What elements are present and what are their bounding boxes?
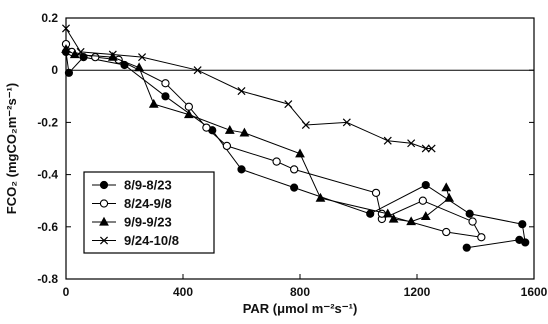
series-3-point <box>441 182 452 192</box>
y-tick-label: 0 <box>51 63 58 77</box>
series-1-point <box>64 68 74 77</box>
series-3-point <box>315 192 326 202</box>
legend-label-1: 8/9-8/23 <box>124 178 172 193</box>
series-1-point <box>366 209 375 218</box>
x-tick-label: 400 <box>173 285 193 299</box>
series-4-point <box>76 47 85 56</box>
series-1-point <box>515 235 524 244</box>
series-2-point <box>468 217 477 226</box>
series-3 <box>61 44 455 226</box>
y-tick-label: -0.2 <box>37 115 58 129</box>
legend-marker-1 <box>99 180 109 190</box>
series-3-point <box>61 44 71 53</box>
series-4-point <box>427 144 436 153</box>
series-2-point <box>289 165 299 174</box>
x-axis-label: PAR (μmol m⁻²s⁻¹) <box>243 301 358 316</box>
series-3-point <box>134 62 145 72</box>
series-3-point <box>382 208 393 218</box>
legend: 8/9-8/23 8/24-9/8 9/9-9/23 9/24-10/8 <box>83 171 215 254</box>
series-3-line <box>65 48 450 223</box>
series-2-point <box>222 141 232 151</box>
series-1-point <box>462 243 471 252</box>
series-3-point <box>406 216 417 226</box>
series-4-point <box>421 144 430 153</box>
x-tick-label: 0 <box>63 285 70 299</box>
series-3-point <box>183 109 194 119</box>
y-axis-label: FCO₂ (mgCO₂m⁻²s⁻¹) <box>4 83 19 214</box>
series-4-point <box>61 24 71 33</box>
y-tick-label: -0.4 <box>37 168 58 182</box>
series-2-point <box>371 188 381 198</box>
series-4 <box>61 24 436 153</box>
series-3-point <box>388 213 399 223</box>
series-2-point <box>91 53 100 62</box>
legend-marker-3 <box>99 216 109 226</box>
series-3-point <box>295 148 305 158</box>
series-layer <box>61 24 530 252</box>
legend-marker-2 <box>99 199 109 208</box>
series-4-point <box>301 120 310 130</box>
series-3-point <box>69 49 80 59</box>
series-3-point <box>420 211 431 220</box>
series-1-point <box>421 180 430 190</box>
x-tick-label: 1600 <box>521 285 548 299</box>
series-2-point <box>184 102 193 111</box>
series-3-point <box>239 127 250 137</box>
y-tick-label: -0.6 <box>37 220 58 234</box>
series-3-point <box>148 98 159 108</box>
series-4-point <box>108 50 117 59</box>
series-1-point <box>237 165 246 174</box>
series-4-point <box>407 139 416 148</box>
series-4-point <box>237 87 246 96</box>
legend-label-4: 9/24-10/8 <box>124 233 179 248</box>
series-4-line <box>65 28 432 149</box>
series-1-point <box>465 209 474 218</box>
series-1-point <box>290 183 299 192</box>
series-2-point <box>272 157 281 166</box>
series-4-point <box>383 136 392 145</box>
legend-marker-4 <box>99 236 109 245</box>
series-4-point <box>284 100 293 109</box>
series-2-point <box>202 123 211 132</box>
series-3-point <box>444 192 455 202</box>
series-2-point <box>418 196 427 205</box>
series-1-point <box>161 92 170 101</box>
y-tick-label: 0.2 <box>41 11 58 25</box>
legend-label-2: 8/24-9/8 <box>124 196 172 211</box>
legend-label-3: 9/9-9/23 <box>124 215 172 230</box>
series-4-point <box>342 118 351 127</box>
labels-layer: 0.2 0 -0.2 -0.4 -0.6 -0.8 0 400 800 1200 1600 PAR (… <box>4 11 548 316</box>
series-2-point <box>442 227 451 237</box>
series-3-point <box>224 125 235 134</box>
series-4-point <box>138 53 147 62</box>
series-1-point <box>518 220 527 229</box>
series-4-point <box>193 66 202 75</box>
x-tick-label: 1200 <box>404 285 431 299</box>
x-tick-label: 800 <box>290 285 310 299</box>
series-2-point <box>477 233 486 242</box>
series-2-point <box>161 79 170 88</box>
y-tick-label: -0.8 <box>37 272 58 286</box>
